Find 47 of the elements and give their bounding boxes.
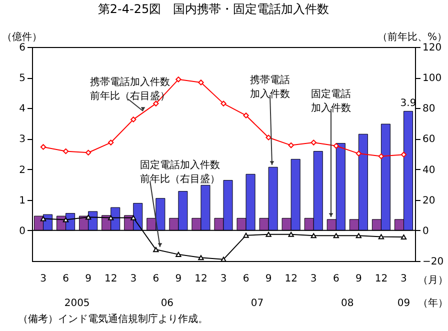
y-tick-label: 3: [19, 134, 26, 146]
y2-axis-title: （前年比、%）: [377, 31, 447, 43]
text: 06: [160, 298, 174, 309]
x-tick-label: 12: [374, 274, 388, 284]
y2-tick-label: 40: [422, 164, 436, 176]
y2-tick-label: −20: [422, 256, 444, 268]
series-label: 携帯電話加入件数前年比（右目盛）: [90, 76, 170, 102]
text: 固定電話加入件数前年比（右目盛）: [140, 159, 220, 185]
x-tick-label: 6: [332, 274, 340, 284]
text: 携帯電話加入件数: [250, 74, 290, 100]
text: 07: [250, 298, 264, 309]
text: 09: [397, 298, 410, 309]
y-axis-title: （億件）: [2, 31, 42, 43]
y-tick-label: 4: [19, 104, 26, 115]
text: 2005: [64, 298, 90, 309]
y-tick-label: 1: [19, 195, 26, 206]
x-tick-label: 6: [62, 274, 69, 284]
chart-title: 第2-4-25図 国内携帯・固定電話加入件数: [98, 2, 330, 16]
text: （備考）インド電気通信規制庁より作成。: [18, 313, 208, 325]
y2-tick-label: 100: [422, 73, 442, 84]
x-tick-label: 3: [130, 274, 137, 284]
x-tick-label: 12: [194, 274, 208, 284]
y2-tick-label: 20: [422, 195, 436, 206]
y2-tick-label: 120: [422, 42, 442, 54]
text: 08: [341, 298, 354, 309]
y-tick-label: 2: [19, 164, 26, 176]
x-tick-label: 12: [284, 274, 298, 284]
x-tick-label: 3: [40, 274, 46, 284]
x-tick-label: 12: [104, 274, 118, 284]
x-tick-label: 9: [355, 274, 362, 284]
x-tick-label: 9: [175, 274, 182, 284]
x-tick-label: 6: [242, 274, 250, 284]
y2-tick-label: 80: [422, 104, 436, 115]
x-tick-label: 3: [220, 274, 227, 284]
y2-tick-label: 0: [422, 226, 429, 237]
x-tick-label: 9: [265, 274, 272, 284]
x-tick-label: 3: [310, 274, 317, 284]
y-tick-label: 0: [19, 226, 26, 237]
x-tick-label: 6: [152, 274, 160, 284]
x-tick-label: 9: [85, 274, 92, 284]
y-tick-label: 5: [19, 73, 26, 84]
text: （月）: [418, 275, 448, 286]
x-tick-label: 3: [400, 274, 407, 284]
y2-tick-label: 60: [422, 134, 436, 146]
text: 固定電話加入件数: [311, 88, 351, 114]
text: （年）: [418, 297, 448, 309]
y-tick-label: 6: [19, 42, 26, 54]
